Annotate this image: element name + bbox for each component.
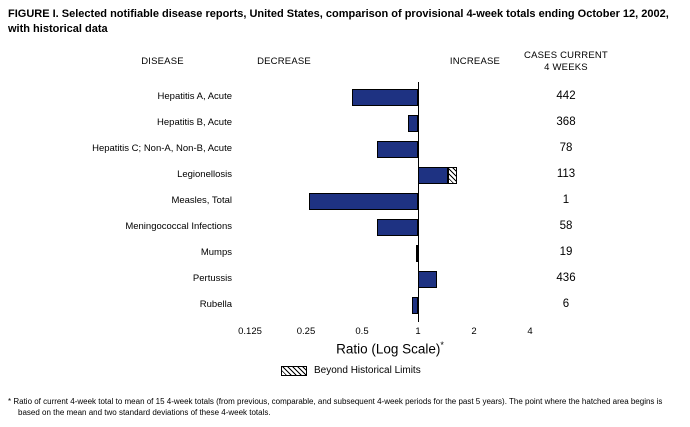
disease-label: Measles, Total: [171, 195, 232, 206]
ratio-bar: [412, 296, 418, 314]
baseline-ratio-1: [418, 82, 419, 322]
disease-label: Hepatitis B, Acute: [157, 117, 232, 128]
disease-label: Mumps: [200, 247, 232, 258]
disease-label: Meningococcal Infections: [125, 221, 232, 232]
ratio-bar: [351, 88, 418, 106]
cases-value: 78: [559, 142, 573, 154]
ratio-bar: [309, 192, 418, 210]
x-axis-label-asterisk: *: [440, 340, 444, 350]
ratio-bar-beyond-limits: [448, 166, 457, 184]
ratio-bar: [407, 114, 418, 132]
cases-value: 1: [562, 194, 570, 206]
cases-value: 6: [562, 298, 570, 310]
disease-label: Legionellosis: [177, 169, 232, 180]
figure-title: FIGURE I. Selected notifiable disease re…: [8, 8, 669, 35]
column-header-disease: DISEASE: [141, 56, 184, 67]
cases-column: 442 368 78 113 1 58 19 436 6: [526, 84, 606, 318]
plot-area: [250, 82, 530, 322]
cases-value: 58: [559, 220, 573, 232]
ratio-bar: [418, 166, 449, 184]
ratio-bar: [415, 244, 418, 262]
disease-label: Rubella: [199, 299, 232, 310]
footnote: * Ratio of current 4-week total to mean …: [8, 397, 663, 417]
legend: Beyond Historical Limits: [281, 365, 421, 376]
column-header-cases: CASES CURRENT 4 WEEKS: [524, 50, 608, 73]
cases-value: 113: [556, 168, 576, 180]
x-tick-label: 4: [527, 326, 533, 337]
x-axis-label: Ratio (Log Scale)*: [250, 340, 530, 357]
cases-value: 436: [556, 272, 576, 284]
disease-labels: Hepatitis A, Acute Hepatitis B, Acute Hepa…: [10, 84, 232, 318]
x-axis-label-text: Ratio (Log Scale): [336, 341, 441, 357]
legend-hatched-swatch: [281, 365, 307, 376]
column-header-decrease: DECREASE: [257, 56, 311, 67]
disease-label: Hepatitis C; Non-A, Non-B, Acute: [92, 143, 232, 154]
cases-value: 19: [559, 246, 573, 258]
column-header-increase: INCREASE: [449, 56, 501, 67]
x-tick-label: 0.25: [296, 326, 316, 337]
disease-label: Hepatitis A, Acute: [157, 91, 232, 102]
cases-value: 442: [556, 90, 576, 102]
ratio-bar: [376, 218, 418, 236]
x-tick-label: 1: [415, 326, 421, 337]
ratio-bar: [376, 140, 418, 158]
x-tick-label: 2: [471, 326, 477, 337]
x-axis-ticks: 0.125 0.25 0.5 1 2 4: [238, 326, 533, 338]
ratio-bar: [418, 270, 438, 288]
x-tick-label: 0.5: [355, 326, 369, 337]
disease-label: Pertussis: [192, 273, 232, 284]
x-tick-label: 0.125: [238, 326, 262, 337]
cases-value: 368: [556, 116, 576, 128]
legend-label: Beyond Historical Limits: [314, 365, 421, 376]
